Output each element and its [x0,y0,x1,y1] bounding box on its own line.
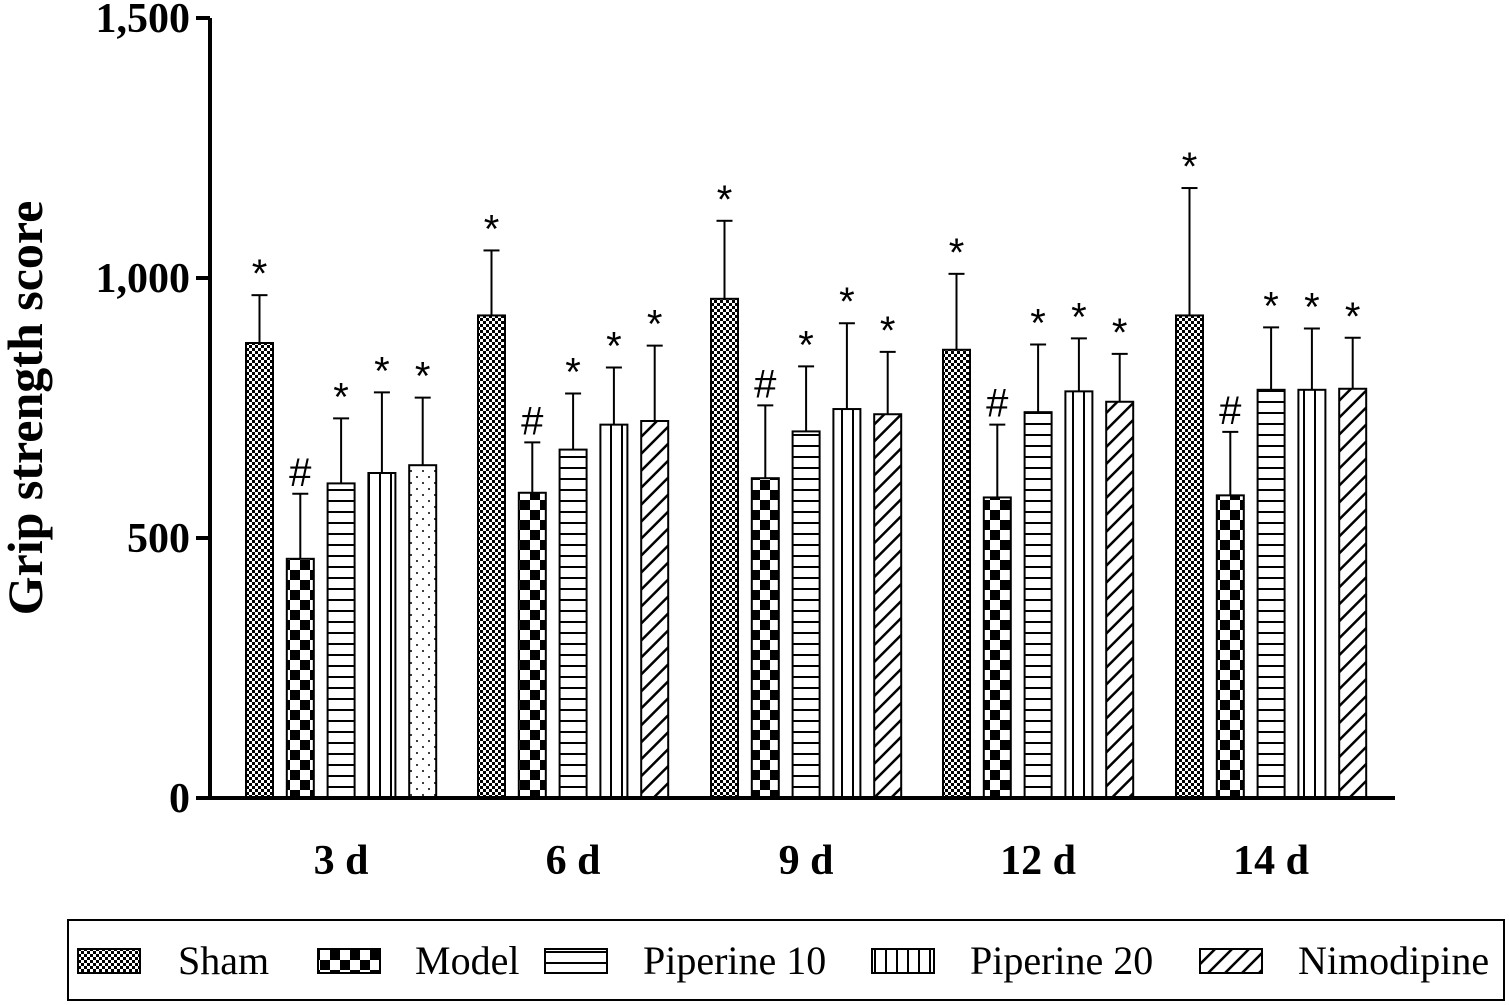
legend: Sham Model Piperine 10 Piperine 20 Nimodipin… [67,919,1505,1001]
significance-asterisk: * [949,231,965,275]
y-axis: 0 500 1,000 1,500 [96,0,212,822]
y-tick-label: 1,500 [96,0,191,42]
legend-swatch [544,948,608,974]
bar-piperine-20 [367,472,397,799]
bar-piperine-10 [1023,411,1053,799]
significance-asterisk: * [1345,295,1361,339]
bar-piperine-10 [1256,388,1286,799]
legend-label: Nimodipine [1298,938,1489,983]
y-tick-label: 1,000 [96,256,191,302]
bar-piperine-10 [326,482,356,799]
bar-nimodipine [1338,387,1368,799]
legend-swatch [77,948,141,974]
bar-model [285,557,315,799]
bar-model [517,491,547,799]
significance-hash: # [1219,389,1242,433]
bar-nimodipine [408,464,438,799]
bars-layer: * * * * * # # # # # * * * * * * * * * * * * * * * [245,145,1368,799]
bar-model [1215,494,1245,799]
bar-model [982,496,1012,799]
x-category-label: 12 d [1000,838,1076,884]
significance-asterisk: * [717,178,733,222]
x-category-label: 9 d [779,838,834,884]
bar-piperine-20 [599,423,629,799]
legend-label: Sham [178,938,269,983]
legend-swatch [871,948,935,974]
significance-asterisk: * [839,280,855,324]
bar-piperine-20 [1297,388,1327,799]
legend-box [67,919,1505,1001]
significance-asterisk: * [880,309,896,353]
significance-hash: # [754,362,777,406]
legend-label: Model [415,938,519,983]
bar-sham [245,342,274,799]
significance-asterisk: * [1263,284,1279,328]
significance-hash: # [289,451,312,495]
significance-asterisk: * [1112,311,1128,355]
significance-asterisk: * [333,375,349,419]
bar-nimodipine [1105,400,1135,799]
significance-asterisk: * [252,252,268,296]
bar-piperine-10 [558,448,588,799]
legend-label: Piperine 20 [970,938,1153,983]
y-axis-label: Grip strength score [0,201,53,616]
x-category-label: 6 d [546,838,601,884]
bar-sham [477,314,506,799]
significance-asterisk: * [1304,285,1320,329]
significance-hash: # [986,382,1009,426]
significance-asterisk: * [1182,145,1198,189]
bar-sham [710,297,739,799]
bar-piperine-20 [1064,390,1094,799]
significance-asterisk: * [374,349,390,393]
legend-swatch [1199,948,1263,974]
significance-asterisk: * [606,324,622,368]
legend-swatch [317,948,381,974]
x-category-label: 3 d [314,838,369,884]
bar-nimodipine [640,420,670,799]
bar-piperine-20 [832,408,862,799]
x-category-label: 14 d [1233,838,1309,884]
significance-hash: # [521,399,544,443]
bar-sham [1175,314,1204,799]
significance-asterisk: * [565,350,581,394]
y-tick-label: 500 [127,516,190,562]
significance-asterisk: * [1071,295,1087,339]
legend-label: Piperine 10 [643,938,826,983]
significance-asterisk: * [415,355,431,399]
y-tick-label: 0 [169,776,190,822]
significance-asterisk: * [647,303,663,347]
significance-asterisk: * [1030,302,1046,346]
y-axis-label-group: Grip strength score [0,201,53,616]
significance-asterisk: * [484,207,500,251]
bar-nimodipine [873,413,903,799]
bar-sham [942,348,971,799]
significance-asterisk: * [798,323,814,367]
x-axis: 3 d 6 d 9 d 12 d 14 d [210,796,1395,884]
bar-piperine-10 [791,430,821,799]
bar-model [750,477,780,799]
